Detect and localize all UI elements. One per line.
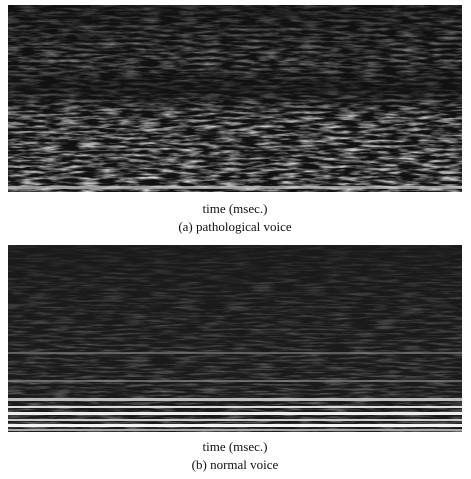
- caption: (b) normal voice: [192, 457, 279, 472]
- x-axis-label: time (msec.): [203, 439, 268, 454]
- x-axis-label: time (msec.): [203, 201, 268, 216]
- figure: time (msec.) (a) pathological voice time…: [0, 0, 471, 479]
- spectrogram-a: [8, 5, 462, 192]
- spectrogram-b: [8, 245, 462, 432]
- caption: (a) pathological voice: [178, 219, 292, 234]
